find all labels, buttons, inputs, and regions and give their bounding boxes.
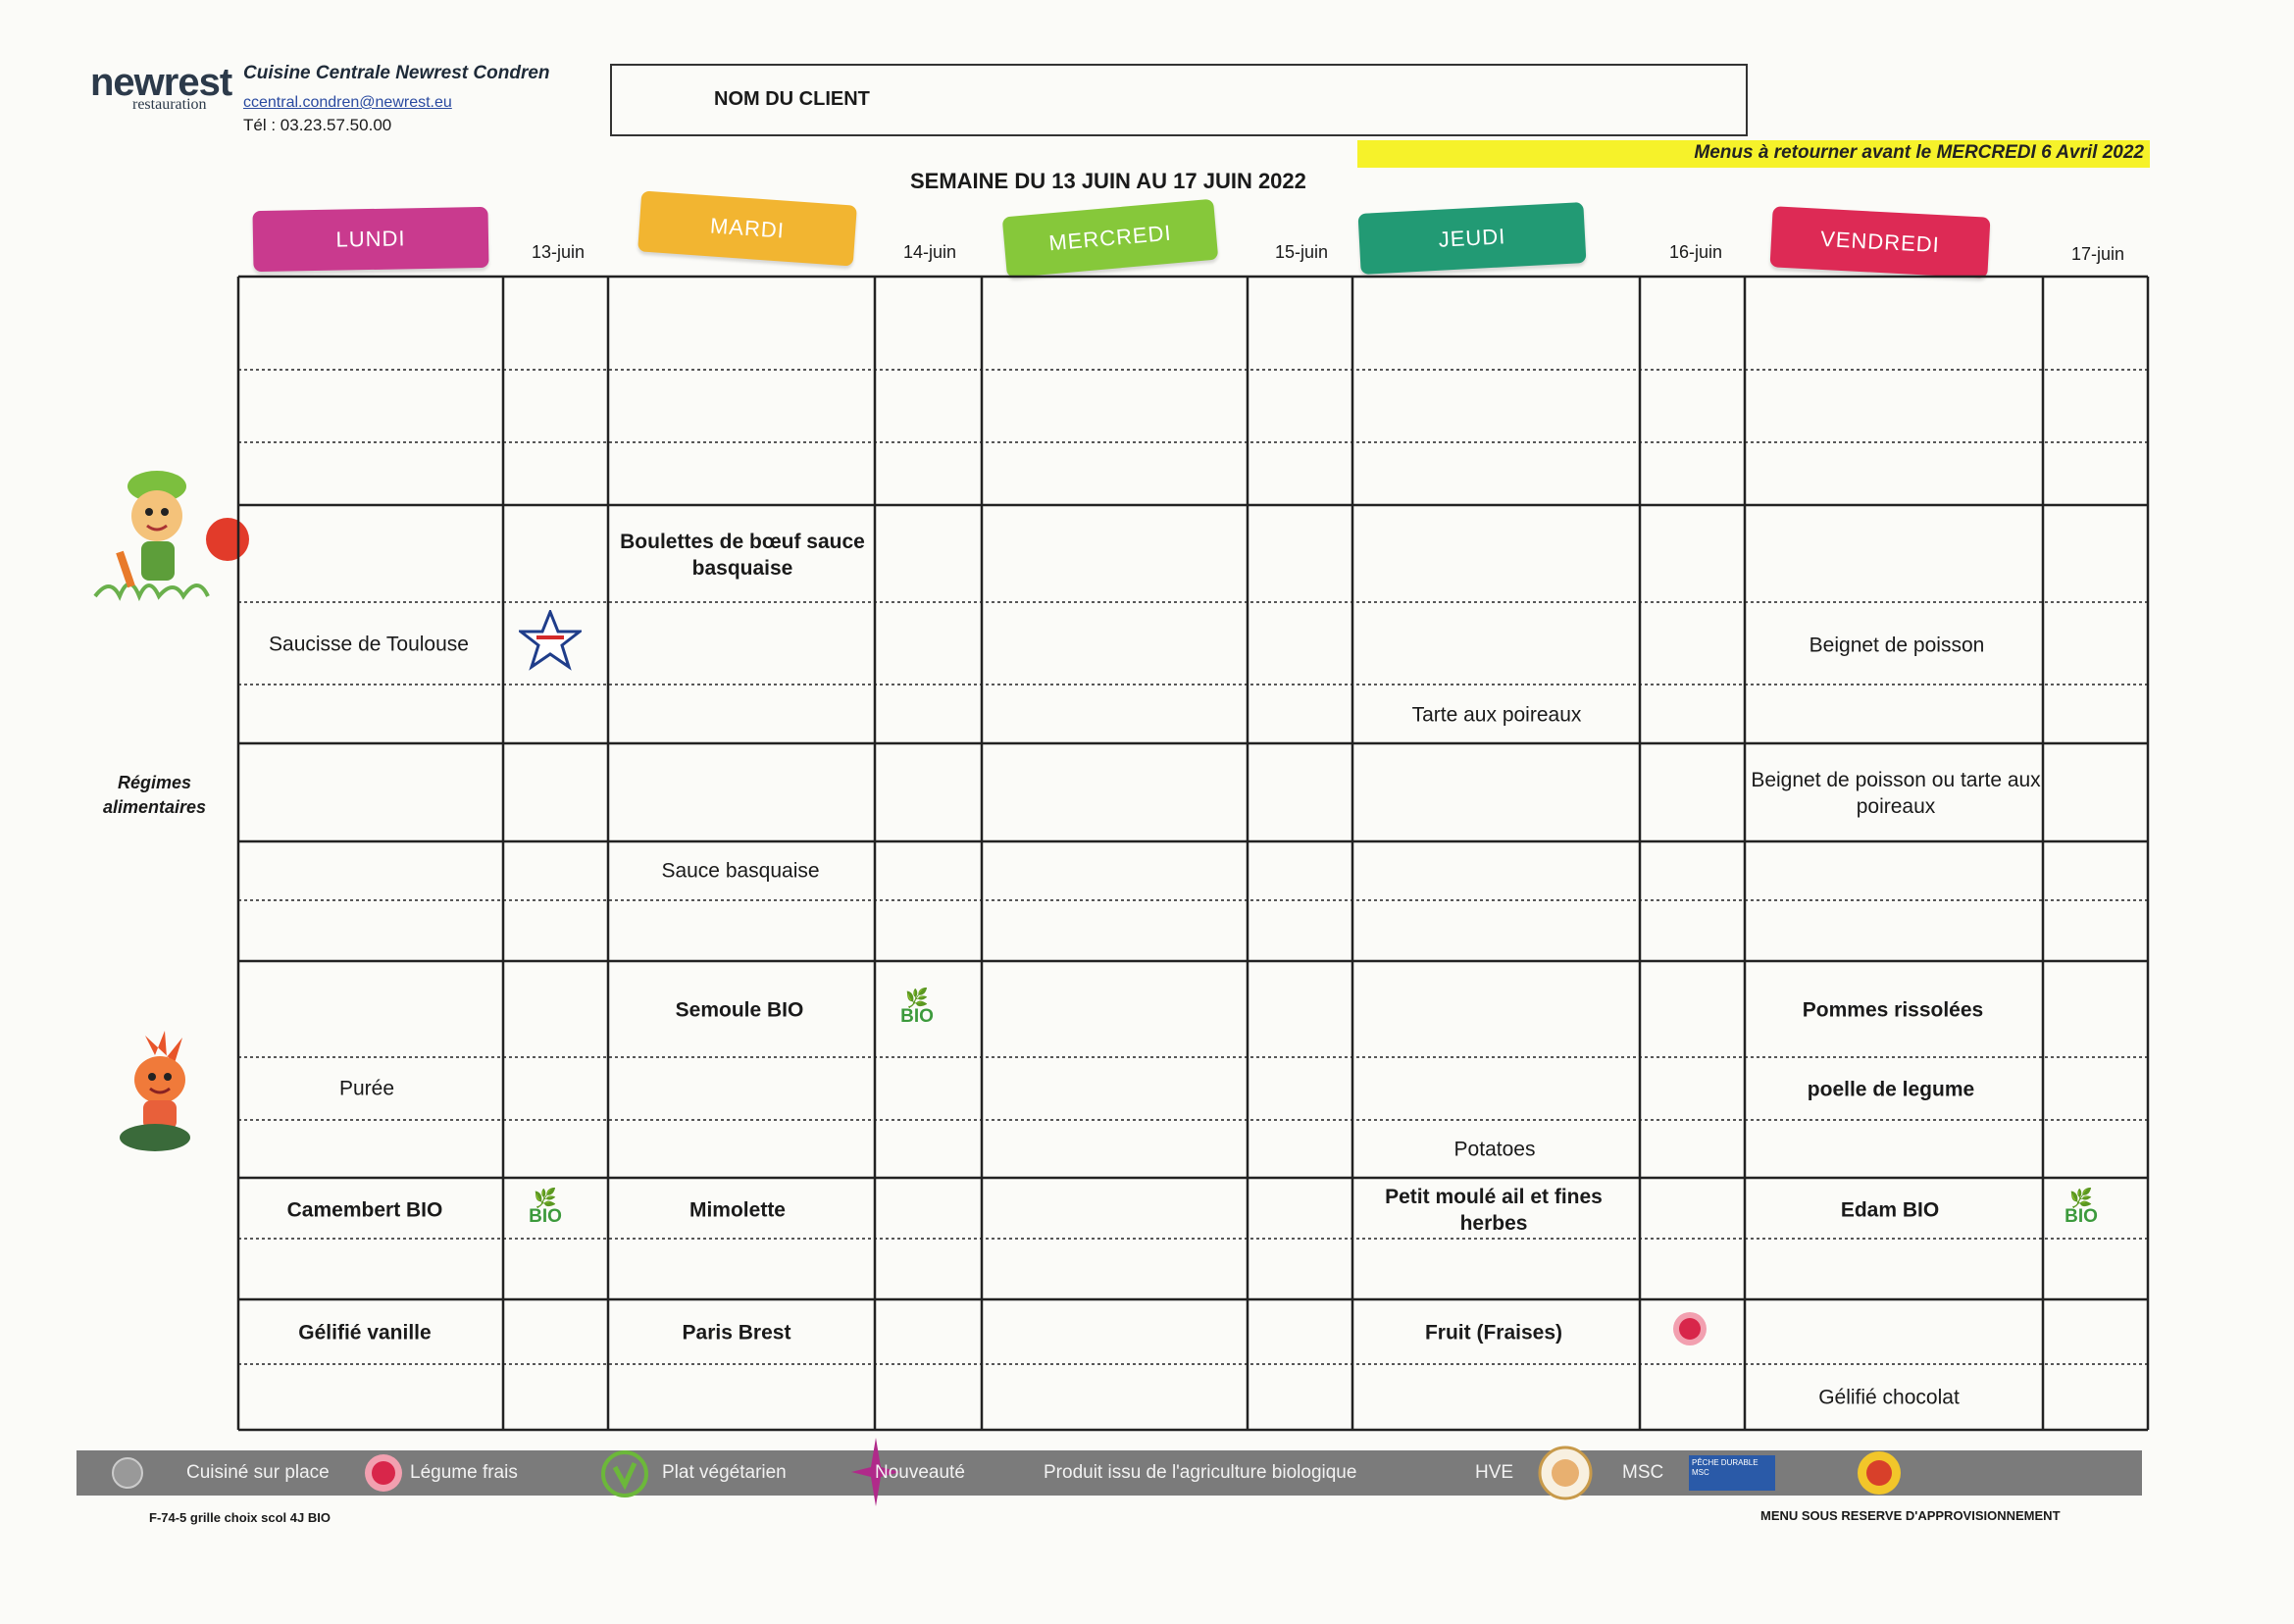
org-email-link[interactable]: ccentral.condren@newrest.eu xyxy=(243,94,452,111)
deadline-text: Menus à retourner avant le MERCREDI 6 Av… xyxy=(1694,142,2144,163)
legend-nouveaute: Nouveauté xyxy=(875,1462,965,1483)
bio-icon-lundi: 🌿 BIO xyxy=(529,1189,562,1227)
hve-icon xyxy=(1538,1446,1593,1500)
bio-icon-mardi: 🌿 BIO xyxy=(900,989,934,1027)
jeudi-main-dish: Tarte aux poireaux xyxy=(1411,703,1582,727)
side-label-regimes: Régimes alimentaires xyxy=(102,773,207,817)
logo: newrest xyxy=(90,61,232,104)
lundi-side-dish: Purée xyxy=(338,1077,395,1100)
logo-subtitle: restauration xyxy=(132,96,207,113)
vendredi-main-dish: Beignet de poisson xyxy=(1809,634,1985,657)
day-date-lundi: 13-juin xyxy=(532,242,586,262)
org-phone: Tél : 03.23.57.50.00 xyxy=(243,116,392,134)
legend-bio: Produit issu de l'agriculture biologique xyxy=(1044,1462,1357,1483)
bio-icon-vendredi: 🌿 BIO xyxy=(2065,1189,2098,1227)
legend-bar xyxy=(76,1450,2142,1496)
legend-cuisine: Cuisiné sur place xyxy=(186,1462,330,1483)
vegetarian-icon xyxy=(601,1450,648,1497)
mardi-main-dish: Boulettes de bœuf sauce basquaise xyxy=(620,531,865,580)
day-date-mercredi: 15-juin xyxy=(1275,242,1329,262)
footer-disclaimer: MENU SOUS RESERVE D'APPROVISIONNEMENT xyxy=(1760,1508,2061,1523)
jeudi-dessert: Fruit (Fraises) xyxy=(1424,1321,1563,1345)
week-title: SEMAINE DU 13 JUIN AU 17 JUIN 2022 xyxy=(910,169,1306,193)
mardi-side-dish: Semoule BIO xyxy=(675,998,804,1022)
vendredi-cheese: Edam BIO xyxy=(1840,1198,1940,1222)
client-name-label: NOM DU CLIENT xyxy=(714,88,870,110)
day-date-jeudi: 16-juin xyxy=(1669,242,1723,262)
lundi-main-dish: Saucisse de Toulouse xyxy=(269,633,469,656)
org-name: Cuisine Centrale Newrest Condren xyxy=(243,63,550,83)
legend-legume: Légume frais xyxy=(410,1462,518,1483)
fresh-vegetable-icon xyxy=(1673,1312,1707,1345)
mardi-dessert: Paris Brest xyxy=(682,1321,791,1345)
vendredi-side-dish-1: Pommes rissolées xyxy=(1802,998,1984,1022)
jeudi-cheese: Petit moulé ail et fines herbes xyxy=(1385,1186,1603,1235)
msc-icon: PÊCHE DURABLE MSC xyxy=(1689,1455,1775,1491)
new-star-icon xyxy=(851,1438,900,1506)
mardi-regime-dish: Sauce basquaise xyxy=(661,859,820,883)
vendredi-dessert: Gélifié chocolat xyxy=(1818,1386,1960,1409)
mardi-cheese: Mimolette xyxy=(688,1198,786,1222)
legend-msc: MSC xyxy=(1622,1462,1664,1483)
legend-vegetarien: Plat végétarien xyxy=(662,1462,787,1483)
deadline-banner: Menus à retourner avant le MERCREDI 6 Av… xyxy=(1357,140,2150,168)
lundi-cheese: Camembert BIO xyxy=(286,1198,443,1222)
day-date-mardi: 14-juin xyxy=(903,242,957,262)
legend-hve: HVE xyxy=(1475,1462,1514,1483)
day-date-vendredi: 17-juin xyxy=(2071,244,2125,264)
mascot-carrot-icon xyxy=(120,1031,190,1151)
label-rouge-icon xyxy=(1858,1451,1901,1495)
fresh-vegetable-legend-icon xyxy=(365,1454,402,1492)
vendredi-regime-dish: Beignet de poisson ou tarte aux poireaux xyxy=(1751,769,2041,818)
lundi-dessert: Gélifié vanille xyxy=(298,1321,432,1345)
footer-reference: F-74-5 grille choix scol 4J BIO xyxy=(149,1510,331,1525)
le-porc-francais-icon xyxy=(516,607,585,671)
jeudi-side-dish: Potatoes xyxy=(1453,1138,1536,1161)
chef-hat-icon xyxy=(112,1457,143,1489)
vendredi-side-dish-2: poelle de legume xyxy=(1807,1078,1975,1101)
client-name-field[interactable] xyxy=(610,64,1748,136)
